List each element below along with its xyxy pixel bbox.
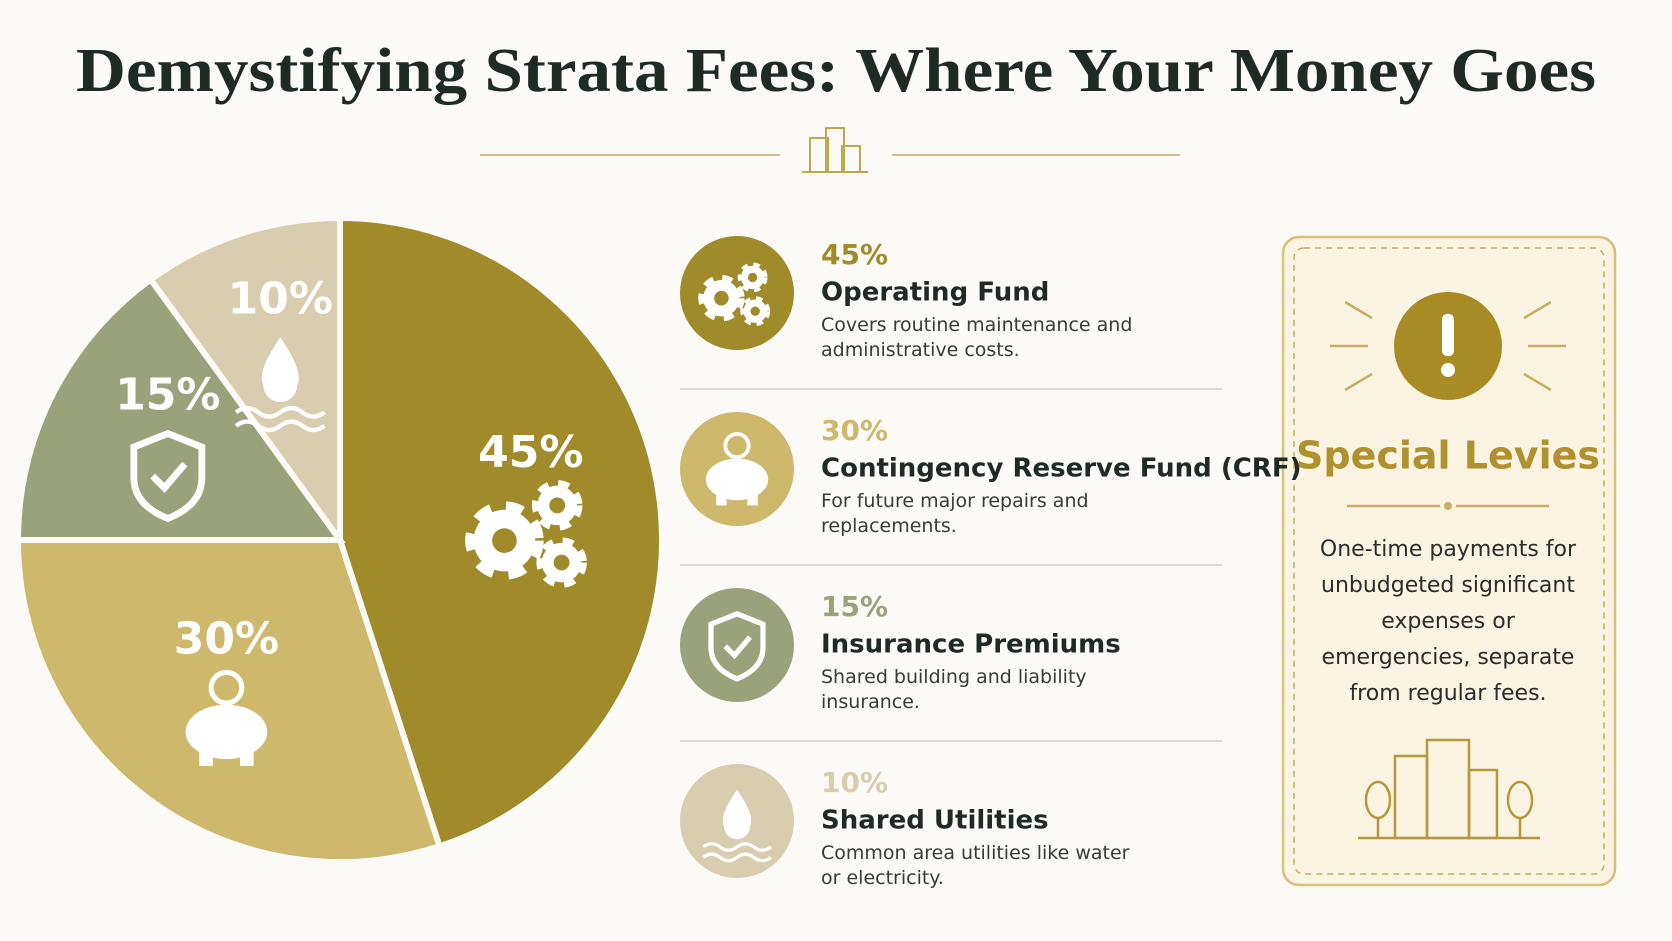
wave [702, 852, 772, 863]
pig-leg [240, 745, 254, 766]
slice-label: 30% [174, 613, 279, 664]
icon [708, 610, 766, 682]
gear-hole [714, 290, 729, 306]
pig-leg [747, 489, 758, 506]
gear-hole [747, 272, 758, 283]
drop [261, 337, 299, 403]
legend-name: Contingency Reserve Fund (CRF) [821, 454, 1301, 484]
wave [234, 419, 326, 433]
legend-value: 10% [821, 766, 888, 799]
legend-name: Operating Fund [821, 278, 1049, 308]
wave [234, 405, 326, 419]
legend-desc-box: For future major repairs and replacement… [821, 490, 1089, 537]
sidebar-text-box: One-time payments for unbudgeted signifi… [1319, 537, 1577, 706]
icon [705, 431, 769, 506]
gear-hole [549, 497, 566, 514]
legend-description: Covers routine maintenance and administr… [821, 314, 1133, 361]
slice-label: 15% [115, 369, 220, 420]
sidebar-text: One-time payments for unbudgeted signifi… [1319, 537, 1577, 706]
pie-slice [146, 214, 343, 550]
pig-leg [199, 745, 213, 766]
legend-description: Shared building and liability insurance. [821, 666, 1087, 713]
sidebar: Special Levies One-time payments for unb… [1281, 235, 1617, 887]
legend-name: Shared Utilities [821, 806, 1049, 836]
pig [185, 704, 268, 760]
legend-desc-box: Shared building and liability insurance. [821, 666, 1087, 713]
chart-title: Demystifying Strata Fees: Where Your Mon… [76, 37, 1596, 105]
icon [185, 669, 268, 766]
slice-label: 10% [228, 273, 333, 324]
legend-value: 30% [821, 414, 888, 447]
title-ornament [480, 127, 1180, 173]
legend-description: For future major repairs and replacement… [821, 490, 1089, 537]
legend-description: Common area utilities like water or elec… [821, 842, 1130, 889]
icon [130, 429, 206, 523]
check [150, 461, 188, 493]
pig-leg [716, 489, 727, 506]
legend-value: 15% [821, 590, 888, 623]
gear-hole [492, 528, 517, 553]
gear-hole [553, 554, 570, 571]
coin [723, 431, 751, 460]
coin [208, 669, 245, 706]
drop [722, 789, 752, 840]
icon [702, 789, 772, 863]
slice-label: 45% [478, 427, 583, 478]
gear-hole [750, 306, 760, 316]
legend-icon-bg [680, 588, 794, 702]
shield [708, 610, 766, 682]
pie-slice [14, 275, 346, 543]
check [723, 635, 752, 660]
sidebar-title: Special Levies [1296, 434, 1600, 478]
icon [234, 337, 326, 433]
icon [698, 262, 771, 327]
wave [702, 842, 772, 852]
legend-desc-box: Covers routine maintenance and administr… [821, 314, 1133, 361]
pig [705, 458, 769, 501]
legend-name: Insurance Premiums [821, 630, 1121, 660]
legend-desc-box: Common area utilities like water or elec… [821, 842, 1130, 889]
legend-value: 45% [821, 238, 888, 271]
shield [130, 429, 206, 523]
icon [465, 480, 587, 588]
